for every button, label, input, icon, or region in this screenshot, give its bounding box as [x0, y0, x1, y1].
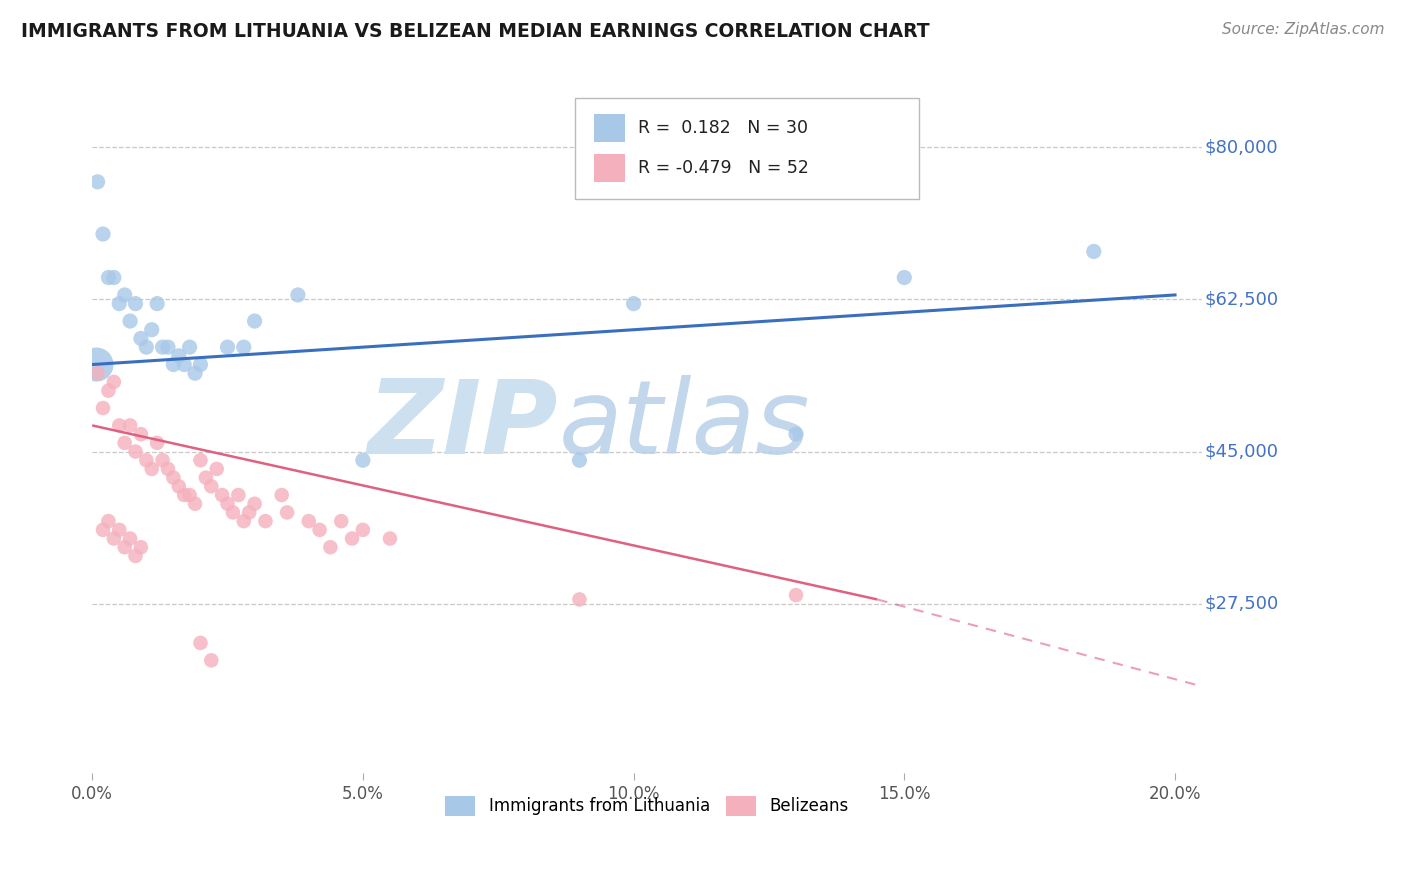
Point — [114, 540, 136, 554]
Point — [103, 532, 125, 546]
Point — [108, 523, 131, 537]
Point — [120, 418, 142, 433]
Point — [205, 462, 228, 476]
Point — [86, 366, 108, 380]
Point — [243, 314, 266, 328]
Point — [152, 340, 174, 354]
Point — [108, 296, 131, 310]
Point — [141, 462, 163, 476]
Point — [232, 340, 254, 354]
Point — [179, 488, 201, 502]
Point — [194, 470, 217, 484]
Point — [200, 653, 222, 667]
Point — [184, 497, 207, 511]
Point — [173, 358, 195, 372]
Text: $27,500: $27,500 — [1205, 595, 1278, 613]
Point — [287, 288, 309, 302]
Text: R = -0.479   N = 52: R = -0.479 N = 52 — [638, 159, 808, 177]
Point — [141, 323, 163, 337]
Text: ZIP: ZIP — [368, 375, 558, 476]
Point — [120, 532, 142, 546]
Point — [146, 435, 169, 450]
Point — [568, 592, 591, 607]
Point — [352, 523, 374, 537]
Point — [623, 296, 645, 310]
Point — [135, 453, 157, 467]
Point — [120, 314, 142, 328]
FancyBboxPatch shape — [593, 154, 624, 182]
Point — [129, 331, 152, 345]
Point — [222, 505, 245, 519]
Point — [190, 358, 212, 372]
Point — [91, 523, 114, 537]
Point — [200, 479, 222, 493]
Point — [893, 270, 915, 285]
Point — [238, 505, 260, 519]
Point — [156, 340, 179, 354]
Point — [330, 514, 353, 528]
Point — [190, 453, 212, 467]
Point — [156, 462, 179, 476]
Point — [211, 488, 233, 502]
FancyBboxPatch shape — [593, 114, 624, 142]
Point — [124, 444, 146, 458]
Point — [568, 453, 591, 467]
Text: $80,000: $80,000 — [1205, 138, 1278, 156]
Point — [91, 227, 114, 241]
Point — [173, 488, 195, 502]
Point — [352, 453, 374, 467]
Point — [114, 435, 136, 450]
Text: IMMIGRANTS FROM LITHUANIA VS BELIZEAN MEDIAN EARNINGS CORRELATION CHART: IMMIGRANTS FROM LITHUANIA VS BELIZEAN ME… — [21, 22, 929, 41]
Point — [217, 340, 239, 354]
Text: $45,000: $45,000 — [1205, 442, 1278, 460]
Point — [135, 340, 157, 354]
Point — [1083, 244, 1105, 259]
Point — [91, 401, 114, 415]
FancyBboxPatch shape — [575, 98, 920, 199]
Point — [86, 175, 108, 189]
Point — [276, 505, 298, 519]
Text: atlas: atlas — [558, 376, 810, 475]
Point — [114, 288, 136, 302]
Point — [167, 479, 190, 493]
Point — [232, 514, 254, 528]
Point — [103, 375, 125, 389]
Point — [108, 418, 131, 433]
Point — [378, 532, 401, 546]
Point — [152, 453, 174, 467]
Point — [97, 514, 120, 528]
Point — [785, 588, 807, 602]
Point — [86, 358, 108, 372]
Text: R =  0.182   N = 30: R = 0.182 N = 30 — [638, 120, 808, 137]
Point — [785, 427, 807, 442]
Point — [124, 296, 146, 310]
Point — [190, 636, 212, 650]
Point — [129, 540, 152, 554]
Point — [254, 514, 277, 528]
Legend: Immigrants from Lithuania, Belizeans: Immigrants from Lithuania, Belizeans — [437, 788, 858, 824]
Point — [308, 523, 330, 537]
Point — [146, 296, 169, 310]
Point — [103, 270, 125, 285]
Point — [228, 488, 250, 502]
Point — [179, 340, 201, 354]
Point — [97, 270, 120, 285]
Point — [129, 427, 152, 442]
Text: Source: ZipAtlas.com: Source: ZipAtlas.com — [1222, 22, 1385, 37]
Point — [217, 497, 239, 511]
Text: $62,500: $62,500 — [1205, 290, 1278, 309]
Point — [270, 488, 292, 502]
Point — [162, 470, 184, 484]
Point — [319, 540, 342, 554]
Point — [97, 384, 120, 398]
Point — [340, 532, 363, 546]
Point — [162, 358, 184, 372]
Point — [184, 366, 207, 380]
Point — [167, 349, 190, 363]
Point — [243, 497, 266, 511]
Point — [298, 514, 321, 528]
Point — [124, 549, 146, 563]
